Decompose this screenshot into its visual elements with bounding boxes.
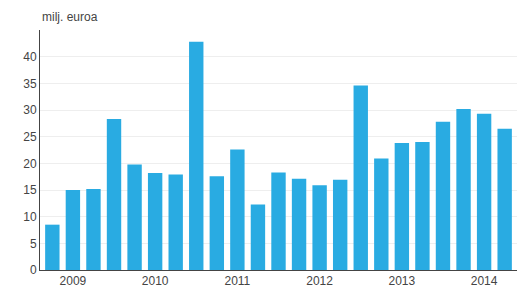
- svg-text:2009: 2009: [60, 274, 87, 288]
- svg-text:milj. euroa: milj. euroa: [42, 10, 98, 24]
- svg-text:2013: 2013: [389, 274, 416, 288]
- svg-text:2010: 2010: [142, 274, 169, 288]
- svg-text:30: 30: [23, 103, 37, 117]
- svg-text:0: 0: [30, 263, 37, 277]
- svg-text:2012: 2012: [306, 274, 333, 288]
- svg-text:5: 5: [30, 237, 37, 251]
- svg-text:15: 15: [23, 183, 37, 197]
- svg-text:35: 35: [23, 77, 37, 91]
- svg-text:2014: 2014: [471, 274, 498, 288]
- svg-text:40: 40: [23, 50, 37, 64]
- svg-text:20: 20: [23, 157, 37, 171]
- svg-text:10: 10: [23, 210, 37, 224]
- svg-text:2011: 2011: [224, 274, 250, 288]
- svg-text:25: 25: [23, 130, 37, 144]
